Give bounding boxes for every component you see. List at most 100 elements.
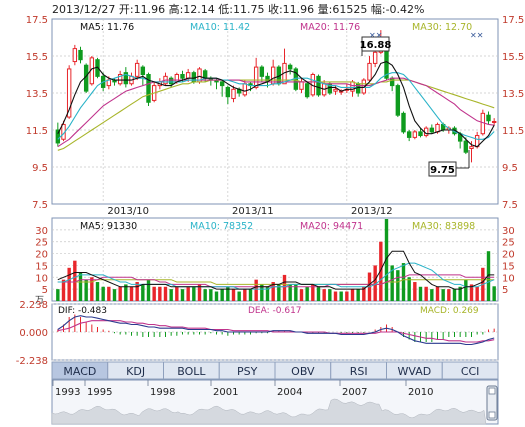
tab-label[interactable]: RSI — [350, 365, 368, 378]
tab-wvad[interactable]: WVAD — [386, 361, 443, 380]
candle-body — [140, 66, 146, 75]
y-tick-label: 15 — [35, 261, 48, 272]
tab-kdj[interactable]: KDJ — [107, 361, 164, 380]
candle-body — [418, 131, 423, 137]
candle-body — [299, 81, 304, 90]
volume-bar — [265, 286, 270, 301]
candle-body — [463, 140, 469, 153]
volume-bar — [464, 279, 468, 301]
volume-bar — [186, 286, 190, 301]
y-tick-label: 2.238 — [19, 300, 48, 311]
candle-body — [78, 49, 83, 61]
volume-bar — [492, 286, 496, 301]
candle-body — [180, 74, 185, 79]
y-tick-label: 10 — [35, 273, 48, 284]
macd-label: MACD: 0.269 — [420, 306, 479, 316]
volume-bar — [203, 289, 207, 301]
candle-body — [146, 74, 151, 103]
dea-label: DEA: -0.617 — [248, 306, 302, 316]
x-tick-label: 2013/12 — [351, 206, 393, 217]
tab-background[interactable] — [441, 361, 499, 380]
timeline-handle-body[interactable] — [486, 385, 498, 421]
ma-legend-item: MA20: 11.76 — [300, 22, 360, 33]
timeline-navigator: 1993 1995 1998 2001 2004 2007 2010 — [51, 379, 499, 425]
ma-legend-item: MA5: 91330 — [80, 221, 137, 232]
timeline-scroll-handle[interactable] — [486, 385, 498, 421]
candle-body — [367, 62, 372, 81]
price-frame — [51, 18, 499, 205]
volume-bar — [469, 284, 474, 301]
volume-bar — [197, 284, 202, 301]
volume-bar — [141, 284, 145, 301]
volume-bar — [441, 289, 445, 301]
tab-label[interactable]: WVAD — [398, 365, 432, 378]
y-tick-label: 15.5 — [502, 52, 524, 63]
volume-bar — [163, 286, 168, 301]
y-tick-label: 15 — [502, 261, 515, 272]
candle-body — [185, 72, 191, 79]
macd-y-axis: 2.238 0.000 -2.238 — [16, 300, 48, 367]
volume-bar — [95, 282, 100, 301]
y-tick-label: 11.5 — [26, 126, 48, 137]
ma-legend-item: MA10: 11.42 — [190, 22, 250, 33]
tab-cci[interactable]: CCI — [441, 361, 499, 380]
candle-body — [134, 62, 140, 77]
tab-boll[interactable]: BOLL — [163, 361, 220, 380]
price-ma-legend: MA5: 11.76 MA10: 11.42 MA20: 11.76 MA30: 12… — [80, 22, 472, 33]
tab-label[interactable]: OBV — [291, 365, 315, 378]
volume-bar — [475, 286, 479, 301]
volume-bar — [152, 286, 156, 301]
tab-macd[interactable]: MACD — [51, 361, 109, 380]
y-tick-label: 9.5 — [32, 163, 48, 174]
tab-label[interactable]: CCI — [461, 365, 480, 378]
y-tick-label: 20 — [35, 250, 48, 261]
candle-body — [72, 48, 78, 63]
ex-dividend-icon: ✕✕ — [369, 31, 382, 40]
tab-label[interactable]: KDJ — [126, 365, 145, 378]
candle-body — [361, 79, 367, 94]
tab-rsi[interactable]: RSI — [330, 361, 387, 380]
candle-body — [435, 123, 440, 133]
candle-body — [401, 112, 406, 133]
tab-obv[interactable]: OBV — [274, 361, 332, 380]
volume-bar — [339, 291, 343, 301]
volume-bar — [180, 289, 185, 301]
volume-bar — [248, 289, 253, 301]
volume-bar — [214, 291, 219, 301]
candle-body — [123, 72, 129, 85]
y-tick-label: 11.5 — [502, 126, 524, 137]
volume-bar — [294, 284, 298, 301]
ma-legend-item: MA10: 78352 — [190, 221, 253, 232]
volume-bar — [316, 286, 321, 301]
volume-bar — [350, 289, 355, 301]
candle-body — [202, 70, 208, 79]
tab-psy[interactable]: PSY — [218, 361, 276, 380]
timeline-handle-grip-bottom[interactable] — [488, 411, 496, 419]
volume-bar — [311, 284, 315, 301]
tab-label[interactable]: BOLL — [177, 365, 206, 378]
volume-bar — [379, 241, 383, 301]
y-tick-label: 9.5 — [502, 163, 518, 174]
low-marker-box — [428, 161, 457, 177]
ma-legend-item: MA30: 12.70 — [412, 22, 472, 33]
candle-body — [117, 74, 123, 85]
candle-body — [429, 127, 435, 133]
candle-body — [491, 120, 497, 123]
candle-body — [469, 146, 474, 149]
volume-bar — [260, 284, 264, 301]
tab-label[interactable]: MACD — [63, 365, 96, 378]
volume-bar — [299, 289, 304, 301]
volume-bar — [384, 219, 389, 301]
volume-bar — [61, 279, 66, 301]
volume-bar — [135, 282, 139, 301]
candle-body — [253, 66, 259, 88]
y-tick-label: 7.5 — [32, 200, 48, 211]
volume-bar — [345, 291, 349, 301]
timeline-handle-grip-top[interactable] — [488, 387, 496, 395]
tab-label[interactable]: PSY — [237, 365, 258, 378]
volume-ma-lines — [57, 250, 495, 290]
price-y-axis-right: 17.5 15.5 13.5 11.5 9.5 7.5 — [502, 15, 524, 211]
candle-body — [259, 66, 265, 77]
dif-label: DIF: -0.483 — [58, 306, 107, 316]
